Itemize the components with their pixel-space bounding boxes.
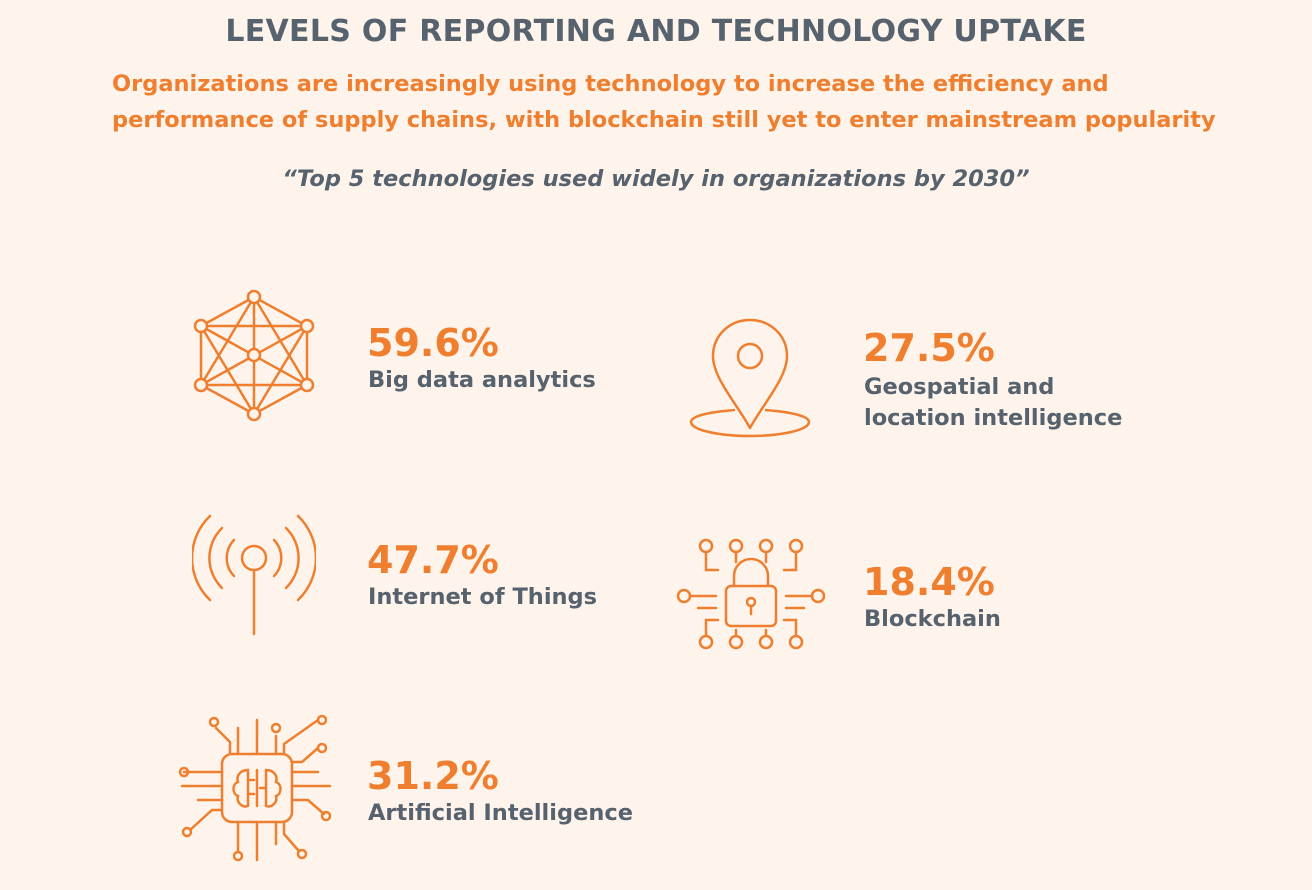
subtitle-line-2: performance of supply chains, with block… <box>112 107 1216 133</box>
stat-percent-big-data: 59.6% <box>367 321 499 365</box>
page-title: LEVELS OF REPORTING AND TECHNOLOGY UPTAK… <box>225 14 1087 49</box>
ai-chip-icon <box>178 714 334 866</box>
stat-percent-geospatial: 27.5% <box>863 326 995 370</box>
stat-percent-blockchain: 18.4% <box>863 560 995 604</box>
network-icon <box>190 288 320 424</box>
antenna-icon <box>192 512 316 638</box>
stat-percent-ai: 31.2% <box>367 754 499 798</box>
stat-label-ai: Artificial Intelligence <box>368 800 633 826</box>
stat-label-big-data: Big data analytics <box>368 367 596 393</box>
stat-label-geospatial-line1: Geospatial and <box>864 374 1055 400</box>
blockchain-lock-icon <box>674 530 828 666</box>
location-pin-icon <box>687 316 813 440</box>
stat-percent-iot: 47.7% <box>367 538 499 582</box>
stat-label-geospatial-line2: location intelligence <box>864 405 1123 431</box>
subtitle-line-1: Organizations are increasingly using tec… <box>112 71 1109 97</box>
stat-label-blockchain: Blockchain <box>864 606 1001 632</box>
quote: “Top 5 technologies used widely in organ… <box>282 166 1030 192</box>
stat-label-iot: Internet of Things <box>368 584 598 610</box>
